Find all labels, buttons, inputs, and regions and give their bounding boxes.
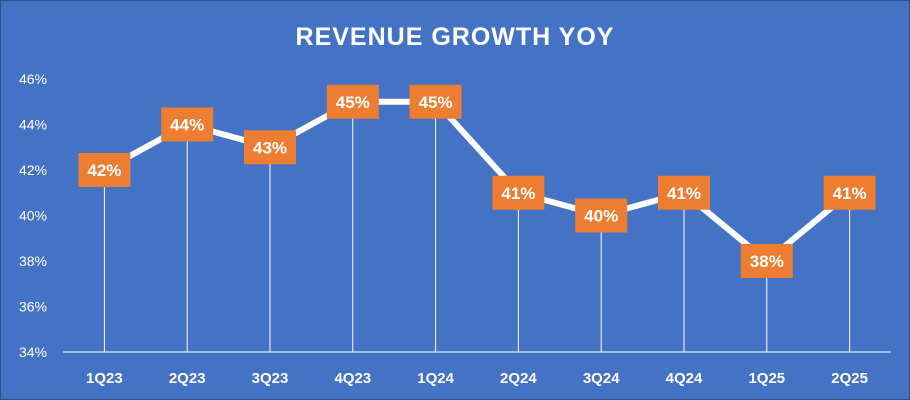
data-point-label: 44% <box>161 107 214 142</box>
data-point-label: 38% <box>740 244 793 278</box>
data-point-label: 42% <box>78 153 131 187</box>
y-tick-label: 36% <box>19 299 47 315</box>
drop-lines-group <box>103 101 851 352</box>
y-tick-label: 34% <box>19 344 47 360</box>
y-tick-label: 40% <box>19 208 47 224</box>
data-label: 44% <box>170 116 204 135</box>
x-axis-ticks: 1Q23 2Q23 3Q23 4Q23 1Q24 2Q24 3Q24 4Q24 1Q25 2Q25 <box>86 370 868 387</box>
data-label: 45% <box>336 93 370 112</box>
y-tick-label: 46% <box>19 71 47 87</box>
x-tick-label: 1Q24 <box>417 370 454 387</box>
data-point-label: 43% <box>244 130 296 165</box>
data-point-label: 41% <box>823 175 876 210</box>
x-tick-label: 2Q23 <box>169 370 206 387</box>
data-label-box <box>658 175 710 210</box>
x-tick-label: 1Q23 <box>86 370 123 387</box>
x-tick-label: 1Q25 <box>748 370 785 387</box>
data-label-box <box>326 84 379 119</box>
data-label: 42% <box>87 161 121 180</box>
data-label-box <box>740 244 793 278</box>
y-tick-label: 44% <box>19 117 47 133</box>
data-point-label: 45% <box>409 84 462 119</box>
data-label-box <box>492 175 545 210</box>
chart-title: REVENUE GROWTH YOY <box>296 23 615 51</box>
data-point-label: 41% <box>658 175 710 210</box>
data-label: 45% <box>419 93 453 112</box>
data-label: 41% <box>501 184 535 203</box>
data-point-label: 41% <box>492 175 545 210</box>
data-point-label: 45% <box>326 84 379 119</box>
data-point-label: 40% <box>575 198 628 233</box>
data-label: 43% <box>253 138 287 157</box>
data-label-box <box>161 107 214 142</box>
data-label: 41% <box>667 184 701 203</box>
y-axis-ticks: 34% 36% 38% 40% 42% 44% 46% <box>19 71 47 360</box>
data-label-box <box>78 153 131 187</box>
data-label-box <box>575 198 628 233</box>
x-tick-label: 2Q25 <box>831 370 868 387</box>
y-tick-label: 42% <box>19 162 47 178</box>
x-tick-label: 3Q23 <box>252 370 289 387</box>
data-label: 41% <box>833 184 867 203</box>
series-line <box>101 98 853 264</box>
x-tick-label: 4Q24 <box>666 370 703 387</box>
data-label-box <box>823 175 876 210</box>
y-tick-label: 38% <box>19 253 47 269</box>
x-tick-label: 4Q23 <box>334 370 371 387</box>
data-label: 40% <box>584 207 618 226</box>
data-label-box <box>244 130 296 165</box>
data-label-box <box>409 84 462 119</box>
x-tick-label: 3Q24 <box>583 370 620 387</box>
data-label: 38% <box>750 252 784 271</box>
x-tick-label: 2Q24 <box>500 370 537 387</box>
data-labels-group: 42% 44% 43% 45% 45% 41% 40% 41% 38% 41% <box>78 84 876 278</box>
